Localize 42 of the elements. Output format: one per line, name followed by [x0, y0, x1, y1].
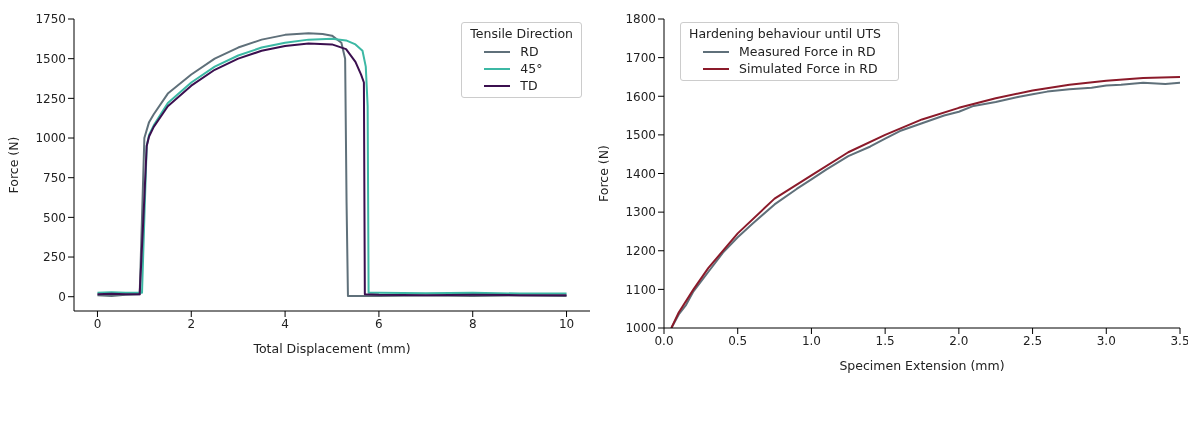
x-tick-label: 2.0 [949, 333, 969, 348]
legend-label: 45° [520, 61, 543, 76]
y-tick-label: 1500 [35, 51, 66, 66]
x-tick-label: 4 [281, 316, 289, 331]
x-tick-label: 3.5 [1170, 333, 1190, 348]
y-tick-label: 1000 [625, 321, 656, 336]
x-tick-label: 6 [375, 316, 383, 331]
y-tick-label: 1300 [625, 205, 656, 220]
x-tick-label: 3.0 [1096, 333, 1116, 348]
y-tick-label: 250 [43, 250, 66, 265]
x-tick-label: 0.5 [728, 333, 748, 348]
y-tick-label: 1100 [625, 282, 656, 297]
y-tick-label: 1800 [625, 12, 656, 27]
x-tick-label: 8 [468, 316, 477, 331]
legend-label: Measured Force in RD [739, 44, 876, 59]
y-tick-label: 1250 [35, 91, 66, 106]
y-tick-label: 1000 [35, 131, 66, 146]
y-axis-title: Force (N) [6, 136, 22, 194]
y-axis-title: Force (N) [596, 145, 612, 202]
y-tick-label: 1600 [625, 89, 656, 104]
legend-title: Hardening behaviour until UTS [689, 26, 882, 41]
x-axis-title: Specimen Extension (mm) [839, 358, 1005, 373]
x-tick-label: 0.0 [654, 333, 674, 348]
y-tick-label: 500 [43, 210, 66, 225]
x-tick-label: 2 [187, 316, 196, 331]
x-tick-label: 1.0 [801, 333, 821, 348]
y-tick-label: 750 [43, 170, 66, 185]
x-axis-title: Total Displacement (mm) [252, 341, 411, 356]
legend-label: TD [520, 78, 538, 93]
legend-label: RD [520, 44, 539, 59]
x-tick-label: 2.5 [1023, 333, 1043, 348]
y-tick-label: 1700 [625, 50, 656, 65]
legend-title: Tensile Direction [470, 26, 573, 41]
y-tick-label: 1750 [35, 12, 66, 27]
x-tick-label: 0 [93, 316, 102, 331]
legend-label: Simulated Force in RD [739, 61, 878, 76]
x-tick-label: 10 [558, 316, 575, 331]
x-tick-label: 1.5 [875, 333, 895, 348]
y-tick-label: 0 [58, 289, 66, 304]
y-tick-label: 1200 [625, 244, 656, 259]
y-tick-label: 1500 [625, 128, 656, 143]
y-tick-label: 1400 [625, 166, 656, 181]
